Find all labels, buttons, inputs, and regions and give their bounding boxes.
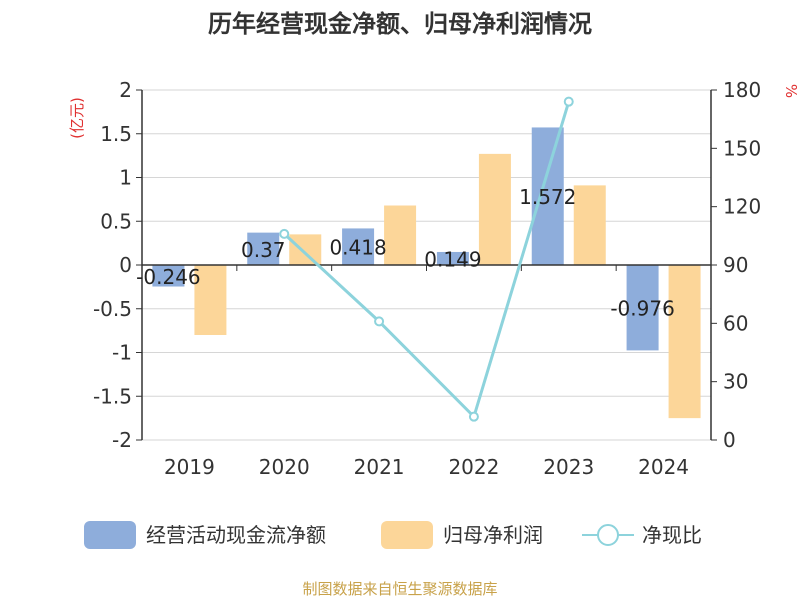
x-tick-label: 2020 xyxy=(259,455,310,479)
ratio-point xyxy=(468,411,479,422)
y-left-tick-label: -1.5 xyxy=(93,384,132,408)
bar-cash xyxy=(152,265,185,287)
y-left-axis-label: (亿元) xyxy=(68,97,86,139)
bar-cash xyxy=(436,251,469,265)
data-label-cash: 0.418 xyxy=(329,236,386,260)
y-left-tick-label: -1 xyxy=(112,341,132,365)
y-right-tick-label: 90 xyxy=(723,253,748,277)
x-ticks: 2019 2020 2021 2022 2023 2024 xyxy=(141,265,712,479)
bar-cash xyxy=(626,265,659,351)
bar-profit xyxy=(668,265,701,419)
x-tick-label: 2023 xyxy=(543,455,594,479)
y-left-tick-label: 1.5 xyxy=(100,122,132,146)
legend-swatch-cash xyxy=(84,521,136,549)
y-left-tick-label: 0.5 xyxy=(100,209,132,233)
data-label-cash: -0.246 xyxy=(136,265,200,289)
legend-item-profit[interactable]: 归母净利润 xyxy=(381,521,543,549)
data-labels: -0.246 0.37 0.418 0.149 1.572 -0.976 xyxy=(136,185,675,320)
y-right-tick-label: 60 xyxy=(723,311,748,335)
y-left-ticks: 2 1.5 1 0.5 0 -0.5 -1 -1.5 -2 xyxy=(93,78,142,452)
ratio-point xyxy=(563,96,574,107)
y-right-tick-label: 180 xyxy=(723,78,761,102)
chart-title: 历年经营现金净额、归母净利润情况 xyxy=(208,10,592,38)
legend-swatch-profit xyxy=(381,521,433,549)
data-label-cash: 0.37 xyxy=(241,238,286,262)
data-label-cash: 0.149 xyxy=(424,247,481,271)
bar-profit xyxy=(384,205,417,265)
x-tick-label: 2024 xyxy=(638,455,689,479)
x-tick-label: 2022 xyxy=(448,455,499,479)
legend: 经营活动现金流净额 归母净利润 净现比 xyxy=(84,521,702,549)
ratio-point xyxy=(279,228,290,239)
data-label-cash: -0.976 xyxy=(610,297,674,321)
bar-cash xyxy=(247,232,280,265)
source-note: 制图数据来自恒生聚源数据库 xyxy=(302,580,497,598)
bar-series xyxy=(152,127,701,419)
bar-profit xyxy=(478,153,511,265)
y-left-tick-label: 2 xyxy=(119,78,132,102)
bar-profit xyxy=(573,185,606,265)
legend-label-ratio: 净现比 xyxy=(642,523,702,547)
ratio-line xyxy=(283,101,571,420)
gridlines xyxy=(142,89,711,441)
y-right-tick-label: 150 xyxy=(723,136,761,160)
y-left-tick-label: 0 xyxy=(119,253,132,277)
ratio-point xyxy=(374,316,385,327)
y-right-tick-label: 120 xyxy=(723,195,761,219)
legend-swatch-ratio-marker xyxy=(597,524,619,546)
line-series xyxy=(279,96,574,422)
legend-item-cash[interactable]: 经营活动现金流净额 xyxy=(84,521,326,549)
y-right-axis-label: % xyxy=(782,84,800,98)
y-right-tick-label: 0 xyxy=(723,428,736,452)
legend-label-cash: 经营活动现金流净额 xyxy=(146,523,326,547)
x-tick-label: 2019 xyxy=(164,455,215,479)
y-left-tick-label: -2 xyxy=(112,428,132,452)
legend-label-profit: 归母净利润 xyxy=(443,523,543,547)
x-tick-label: 2021 xyxy=(354,455,405,479)
y-left-tick-label: 1 xyxy=(119,166,132,190)
y-right-tick-label: 30 xyxy=(723,370,748,394)
legend-item-ratio[interactable]: 净现比 xyxy=(582,523,702,547)
y-right-ticks: 180 150 120 90 60 30 0 xyxy=(711,78,761,452)
data-label-cash: 1.572 xyxy=(519,185,576,209)
bar-profit xyxy=(289,234,322,265)
bar-cash xyxy=(531,127,564,265)
y-left-tick-label: -0.5 xyxy=(93,297,132,321)
bar-cash xyxy=(342,228,375,265)
bar-profit xyxy=(194,265,227,335)
